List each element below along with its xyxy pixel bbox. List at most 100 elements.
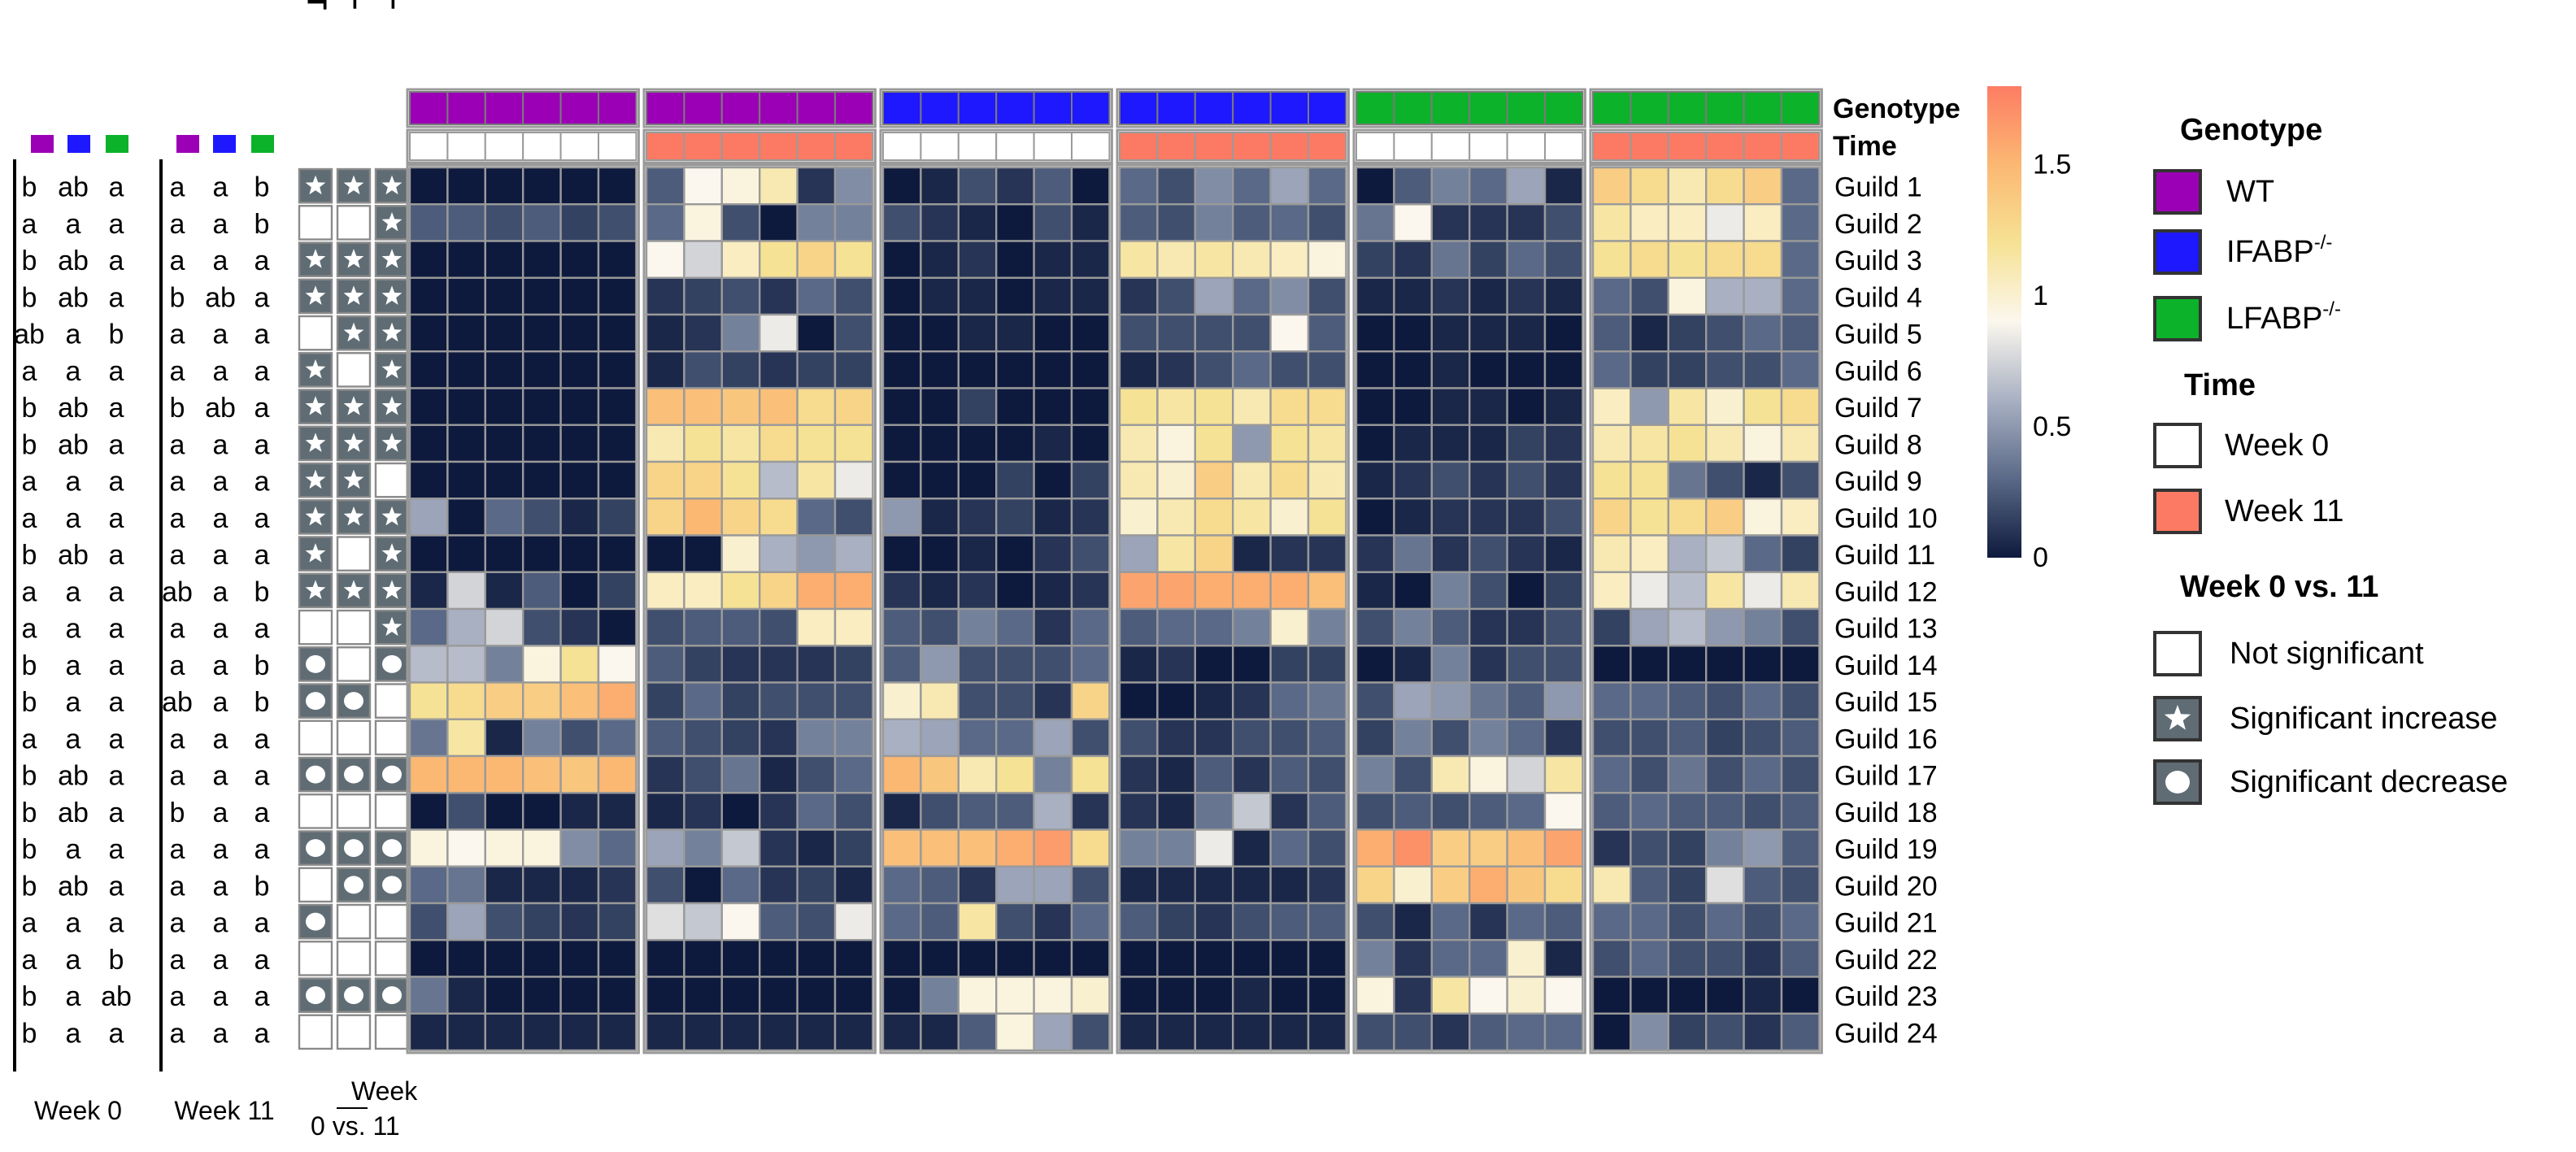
heatmap-cell bbox=[796, 718, 837, 758]
heatmap-cell bbox=[1194, 534, 1234, 573]
heatmap-cell bbox=[1780, 865, 1821, 905]
star-increase-icon bbox=[305, 543, 326, 563]
heatmap-cell bbox=[796, 681, 837, 720]
time-annotation-cell bbox=[995, 132, 1035, 161]
heatmap-cell bbox=[1468, 571, 1508, 611]
genotype-annotation-cell bbox=[1630, 91, 1669, 125]
significance-letter: a bbox=[109, 282, 124, 313]
heatmap-cell bbox=[1780, 460, 1821, 500]
genotype-annotation-cell bbox=[1033, 91, 1073, 125]
heatmap-cell bbox=[1194, 645, 1234, 684]
heatmap-cell bbox=[759, 240, 798, 279]
heatmap-cell bbox=[597, 460, 637, 500]
heatmap-cell bbox=[446, 939, 487, 978]
significance-letter: a bbox=[109, 246, 124, 276]
heatmap-cell bbox=[1630, 534, 1670, 573]
heatmap-cell bbox=[833, 828, 874, 867]
heatmap-cell bbox=[796, 571, 837, 611]
guild-row-label: Guild 18 bbox=[1834, 798, 1938, 828]
heatmap-cell bbox=[408, 350, 449, 389]
heatmap-cell bbox=[1780, 498, 1821, 537]
heatmap-cell bbox=[484, 828, 524, 867]
heatmap-cell bbox=[1780, 387, 1821, 426]
heatmap-cell bbox=[1780, 902, 1821, 941]
heatmap-cell bbox=[796, 460, 837, 500]
heatmap-cell bbox=[759, 681, 798, 720]
significance-letter: a bbox=[109, 614, 124, 645]
time-annotation-cell bbox=[834, 132, 874, 161]
heatmap-cell bbox=[1780, 607, 1821, 647]
heatmap-cell bbox=[1430, 792, 1471, 831]
heatmap-cell bbox=[1667, 902, 1708, 941]
heatmap-cell bbox=[1033, 203, 1073, 242]
heatmap-cell bbox=[1269, 902, 1310, 941]
genotype-annotation-cell bbox=[1781, 91, 1821, 125]
heatmap-cell bbox=[1430, 203, 1471, 242]
heatmap-cell bbox=[1355, 902, 1395, 941]
heatmap-cell bbox=[920, 534, 960, 573]
heatmap-cell bbox=[683, 607, 724, 647]
significance-column-header: IFABP−/− bbox=[341, 0, 371, 10]
heatmap-cell bbox=[1355, 424, 1395, 463]
sig-cell-decrease bbox=[336, 830, 372, 866]
heatmap-cell bbox=[522, 350, 562, 389]
genotype-annotation-cell bbox=[522, 91, 562, 125]
heatmap-cell bbox=[1667, 718, 1708, 758]
heatmap-cell bbox=[1543, 718, 1584, 758]
guild-row-label: Guild 15 bbox=[1834, 687, 1938, 718]
heatmap-cell bbox=[1543, 976, 1584, 1015]
heatmap-cell bbox=[920, 681, 960, 720]
heatmap-cell bbox=[1667, 387, 1708, 426]
heatmap-cell bbox=[522, 166, 562, 206]
heatmap-cell bbox=[1393, 460, 1434, 500]
heatmap-cell bbox=[1231, 166, 1272, 206]
heatmap-cell bbox=[957, 534, 998, 573]
heatmap-cell bbox=[1630, 460, 1670, 500]
heatmap-cell bbox=[597, 313, 637, 353]
heatmap-cell bbox=[1118, 976, 1159, 1015]
time-annotation-cell bbox=[559, 132, 599, 161]
sig-cell-decrease bbox=[336, 683, 372, 719]
heatmap-cell bbox=[1743, 460, 1783, 500]
significance-letter: a bbox=[22, 576, 37, 607]
heatmap-cell bbox=[759, 792, 798, 831]
heatmap-cell bbox=[833, 203, 874, 242]
heatmap-cell bbox=[1591, 645, 1632, 684]
significance-letter: b bbox=[22, 834, 37, 865]
heatmap-cell bbox=[833, 424, 874, 463]
heatmap-cell bbox=[597, 607, 637, 647]
genotype-annotation-cell bbox=[1156, 91, 1196, 125]
heatmap-cell bbox=[484, 939, 524, 978]
heatmap-cell bbox=[994, 754, 1035, 794]
heatmap-cell bbox=[1070, 276, 1111, 316]
colorbar-tick-label: 0 bbox=[2033, 542, 2048, 573]
heatmap-cell bbox=[1194, 276, 1234, 316]
significance-letter: ab bbox=[58, 540, 89, 571]
heatmap-cell bbox=[522, 939, 562, 978]
heatmap-cell bbox=[796, 387, 837, 426]
heatmap-cell bbox=[957, 718, 998, 758]
significance-letter: ab bbox=[58, 282, 89, 313]
heatmap-cell bbox=[1667, 313, 1708, 353]
heatmap-cell bbox=[1468, 681, 1508, 720]
heatmap-cell bbox=[597, 939, 637, 978]
heatmap-cell bbox=[522, 792, 562, 831]
heatmap-cell bbox=[1033, 939, 1073, 978]
heatmap-cell bbox=[994, 203, 1035, 242]
heatmap-cell bbox=[1033, 754, 1073, 794]
heatmap-cell bbox=[1704, 1012, 1745, 1052]
time-group-frame bbox=[642, 128, 877, 164]
heatmap-cell bbox=[1194, 754, 1234, 794]
heatmap-cell bbox=[833, 865, 874, 905]
heatmap-cell bbox=[1307, 424, 1347, 463]
significance-letter: a bbox=[213, 614, 228, 645]
guild-row-label: Guild 5 bbox=[1834, 320, 1922, 350]
dot-decrease-icon bbox=[382, 986, 402, 1005]
dot-decrease-icon bbox=[306, 765, 325, 784]
heatmap-cell bbox=[1033, 718, 1073, 758]
heatmap-cell bbox=[1667, 498, 1708, 537]
heatmap-cell bbox=[597, 387, 637, 426]
sig-cell-none bbox=[336, 646, 372, 682]
heatmap-cell bbox=[1307, 865, 1347, 905]
heatmap-cell bbox=[1667, 424, 1708, 463]
